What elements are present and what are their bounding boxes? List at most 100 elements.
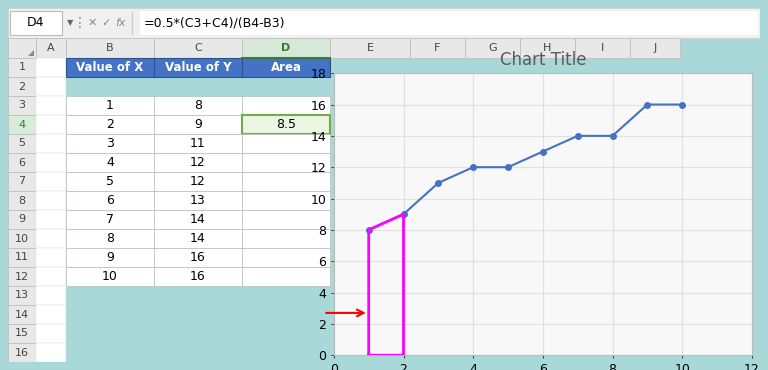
Text: 14: 14	[190, 213, 206, 226]
Bar	[66, 153, 154, 172]
Text: 5: 5	[18, 138, 25, 148]
Bar	[242, 115, 330, 134]
Bar	[36, 286, 66, 305]
Bar	[36, 153, 66, 172]
Bar	[8, 115, 36, 134]
Text: B: B	[106, 43, 114, 53]
Bar	[465, 38, 520, 58]
Bar	[36, 324, 66, 343]
Bar	[36, 58, 66, 77]
Text: 12: 12	[190, 156, 206, 169]
Bar	[36, 229, 66, 248]
Bar	[8, 343, 36, 362]
Bar	[36, 191, 66, 210]
Bar	[66, 267, 154, 286]
Bar	[8, 134, 36, 153]
Bar	[242, 38, 330, 58]
Bar	[8, 191, 36, 210]
Bar	[8, 38, 36, 58]
Text: 16: 16	[190, 270, 206, 283]
Text: 2: 2	[106, 118, 114, 131]
Bar	[36, 305, 66, 324]
Bar	[36, 134, 66, 153]
Bar	[154, 153, 242, 172]
Text: 6: 6	[106, 194, 114, 207]
Text: 6: 6	[18, 158, 25, 168]
Text: G: G	[488, 43, 497, 53]
Bar	[36, 210, 66, 229]
Text: 8: 8	[18, 195, 25, 205]
Bar	[66, 191, 154, 210]
Text: 11: 11	[15, 252, 29, 262]
Bar	[8, 172, 36, 191]
Text: 13: 13	[190, 194, 206, 207]
Bar	[8, 8, 760, 38]
Text: C: C	[194, 43, 202, 53]
Bar	[154, 229, 242, 248]
Bar	[154, 191, 242, 210]
Bar	[66, 38, 154, 58]
Text: 16: 16	[15, 347, 29, 357]
Text: 12: 12	[190, 175, 206, 188]
Text: Area: Area	[270, 61, 302, 74]
Text: 15: 15	[15, 329, 29, 339]
Text: J: J	[654, 43, 657, 53]
Text: D4: D4	[27, 17, 45, 30]
Text: 16: 16	[190, 251, 206, 264]
Bar	[36, 248, 66, 267]
Text: 8: 8	[194, 99, 202, 112]
Bar	[242, 229, 330, 248]
Bar	[242, 96, 330, 115]
Bar	[8, 305, 36, 324]
Bar	[66, 229, 154, 248]
Text: 9: 9	[18, 215, 25, 225]
Text: 14: 14	[15, 309, 29, 320]
Text: 2: 2	[18, 81, 25, 91]
Bar	[154, 172, 242, 191]
Text: Value of Y: Value of Y	[164, 61, 231, 74]
Text: 9: 9	[106, 251, 114, 264]
Bar	[154, 38, 242, 58]
Bar	[10, 11, 62, 35]
Text: 3: 3	[106, 137, 114, 150]
Bar	[66, 248, 154, 267]
Text: 1: 1	[18, 63, 25, 73]
Bar	[242, 134, 330, 153]
Text: fx: fx	[114, 18, 125, 28]
Text: I: I	[601, 43, 604, 53]
Bar	[242, 248, 330, 267]
Bar	[36, 96, 66, 115]
Text: 7: 7	[106, 213, 114, 226]
Bar	[36, 115, 66, 134]
Text: 7: 7	[18, 176, 25, 186]
Text: 12: 12	[15, 272, 29, 282]
Text: 4: 4	[18, 120, 25, 130]
Bar	[66, 96, 154, 115]
Bar	[66, 172, 154, 191]
Bar	[140, 11, 758, 35]
Bar	[410, 38, 465, 58]
Title: Chart Title: Chart Title	[500, 51, 586, 69]
Bar	[154, 58, 242, 77]
Bar	[66, 134, 154, 153]
Bar	[8, 153, 36, 172]
Text: 14: 14	[190, 232, 206, 245]
Text: 3: 3	[18, 101, 25, 111]
Bar	[8, 248, 36, 267]
Text: ⋮: ⋮	[73, 16, 87, 30]
Text: 10: 10	[15, 233, 29, 243]
Bar	[36, 267, 66, 286]
Text: 8: 8	[106, 232, 114, 245]
Text: ✓: ✓	[101, 18, 111, 28]
Bar	[36, 77, 66, 96]
Text: 11: 11	[190, 137, 206, 150]
Bar	[8, 210, 36, 229]
Text: 13: 13	[15, 290, 29, 300]
Text: A: A	[47, 43, 55, 53]
Text: D: D	[281, 43, 290, 53]
Bar	[242, 267, 330, 286]
Bar	[630, 38, 680, 58]
Bar	[8, 267, 36, 286]
Bar	[154, 248, 242, 267]
Bar	[242, 172, 330, 191]
